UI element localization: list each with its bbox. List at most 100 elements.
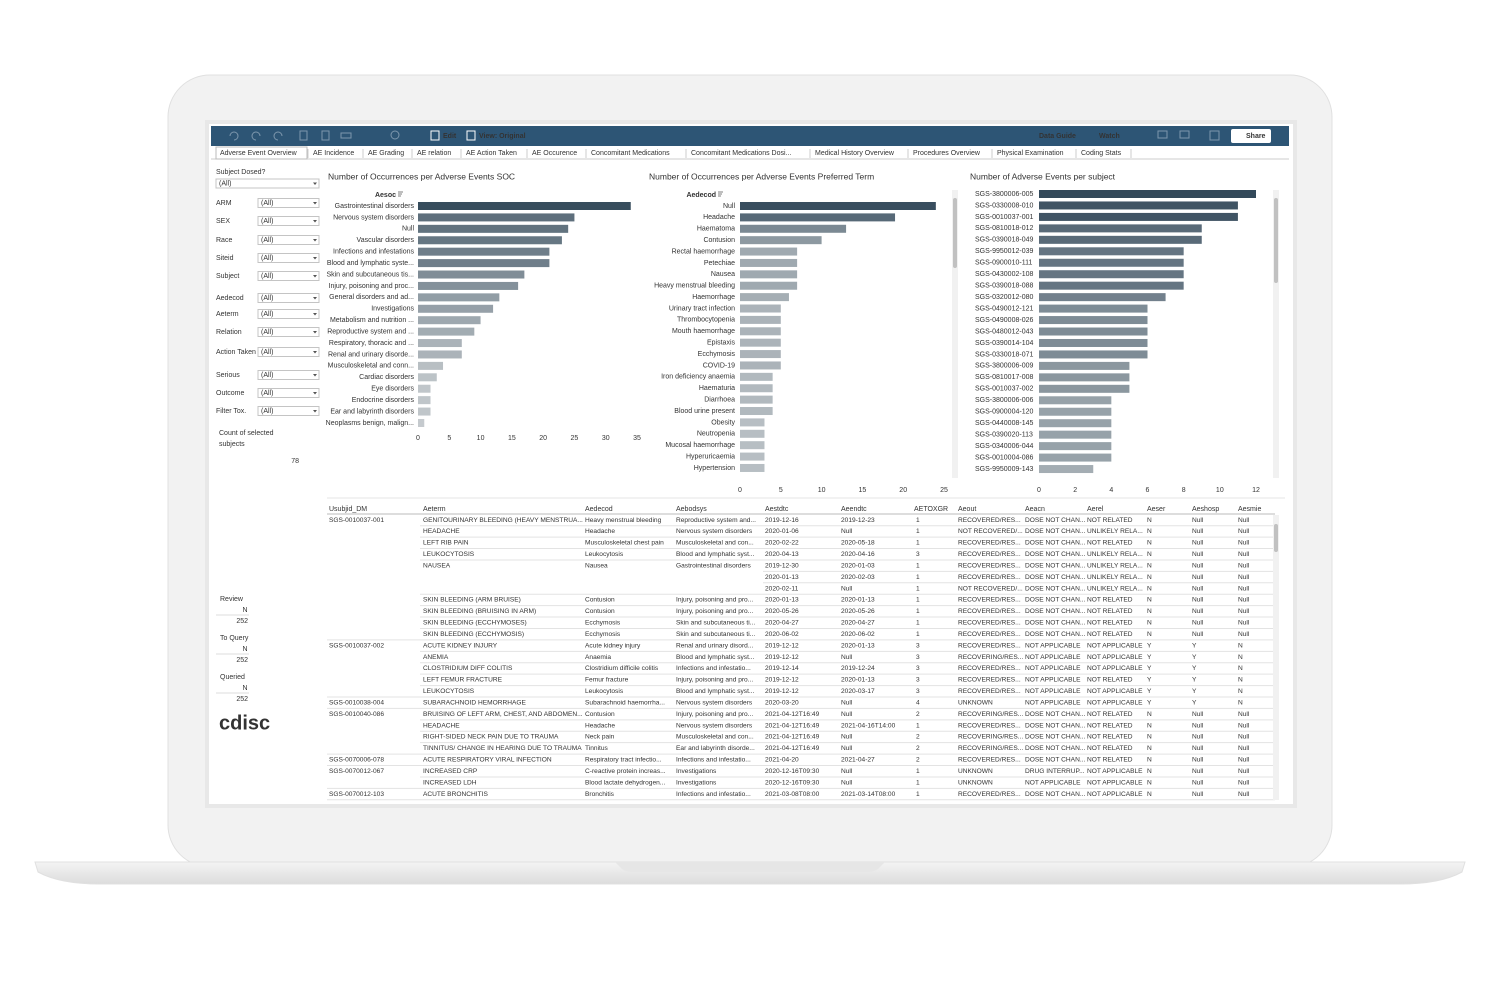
table-cell: DOSE NOT CHAN... — [1025, 734, 1085, 741]
table-cell: RECOVERED/RES... — [958, 620, 1021, 627]
table-cell: RECOVERED/RES... — [958, 551, 1021, 558]
dropdown[interactable] — [257, 253, 320, 263]
bar-label: SGS-0340006-044 — [975, 443, 1033, 450]
bar-label: SGS-3800006-009 — [975, 363, 1033, 370]
bar — [740, 452, 765, 461]
dropdown-value: (All) — [261, 311, 273, 318]
table-cell: Renal and urinary disord... — [676, 642, 754, 649]
table-cell: NOT APPLICABLE — [1087, 779, 1143, 786]
bar — [740, 327, 781, 336]
filter-label: Aedecod — [216, 295, 244, 302]
table-cell: 2020-02-11 — [765, 585, 799, 592]
table-cell: RECOVERED/RES... — [958, 574, 1021, 581]
bar-label: SGS-0320012-080 — [975, 294, 1033, 301]
table-cell: 3 — [916, 642, 920, 649]
dropdown[interactable] — [257, 235, 320, 245]
bar-label: SGS-0810018-012 — [975, 225, 1033, 232]
column-header: Aeendtc — [841, 506, 867, 513]
table-cell: Injury, poisoning and pro... — [676, 711, 753, 718]
toolbar-button[interactable]: Share — [1246, 133, 1266, 140]
table-cell: Skin and subcutaneous ti... — [676, 631, 755, 638]
dropdown-arrow — [313, 392, 317, 395]
table-scrollbar-thumb[interactable] — [1274, 524, 1278, 552]
tab[interactable]: Coding Stats — [1081, 150, 1122, 157]
dropdown[interactable] — [257, 347, 320, 357]
bar — [740, 429, 765, 438]
bar-label: Eye disorders — [371, 386, 414, 393]
table-cell: 2020-03-20 — [765, 699, 799, 706]
tab[interactable]: Medical History Overview — [815, 150, 895, 157]
table-cell: Null — [1192, 791, 1204, 798]
x-tick-label: 0 — [738, 487, 742, 494]
chart-title: Number of Adverse Events per subject — [970, 171, 1116, 181]
dropdown[interactable] — [257, 198, 320, 208]
bar-label: Diarrhoea — [704, 396, 735, 403]
table-cell: DOSE NOT CHAN... — [1025, 517, 1085, 524]
bar — [418, 281, 519, 290]
bar — [1039, 373, 1130, 382]
bar-label: Gastrointestinal disorders — [335, 203, 415, 210]
scrollbar-track[interactable] — [952, 190, 958, 478]
table-cell: Ecchymosis — [585, 620, 621, 627]
table-scrollbar-track[interactable] — [1273, 515, 1279, 800]
tab[interactable]: Physical Examination — [997, 150, 1064, 157]
table-cell: Musculoskeletal and con... — [676, 540, 754, 547]
table-cell: 2020-05-26 — [765, 608, 799, 615]
table-cell: LEUKOCYTOSIS — [423, 551, 475, 558]
bar — [418, 418, 425, 427]
table-cell: 2020-01-13 — [765, 597, 799, 604]
count-value: 78 — [291, 458, 299, 465]
table-cell: N — [1147, 722, 1152, 729]
bar — [1039, 442, 1112, 451]
bar — [740, 463, 765, 472]
bar-label: Blood urine present — [674, 408, 735, 415]
scrollbar-thumb[interactable] — [1274, 198, 1278, 283]
bar — [418, 350, 462, 359]
bar-label: SGS-0390020-113 — [975, 432, 1033, 439]
tab[interactable]: AE Action Taken — [466, 150, 517, 157]
tab[interactable]: AE Incidence — [313, 150, 354, 157]
table-cell: Y — [1192, 699, 1197, 706]
dropdown-value: (All) — [219, 181, 231, 188]
dropdown[interactable] — [257, 406, 320, 416]
bar-label: Mucosal haemorrhage — [665, 442, 735, 449]
table-cell: Null — [1192, 722, 1204, 729]
dropdown[interactable] — [257, 327, 320, 337]
table-cell: Nausea — [585, 562, 608, 569]
bar-label: Infections and infestations — [333, 249, 414, 256]
dropdown[interactable] — [257, 271, 320, 281]
bar-label: Ear and labyrinth disorders — [330, 408, 414, 415]
dropdown[interactable] — [257, 216, 320, 226]
scrollbar-track[interactable] — [1273, 190, 1279, 478]
dropdown-value: (All) — [261, 218, 273, 225]
tab[interactable]: AE Occurence — [532, 150, 577, 157]
x-tick-label: 25 — [940, 487, 948, 494]
share-button[interactable] — [1231, 129, 1271, 143]
table-cell: Null — [1238, 551, 1250, 558]
dropdown[interactable] — [257, 370, 320, 380]
toolbar-button[interactable]: Edit — [443, 133, 457, 140]
tab[interactable]: Concomitant Medications — [591, 150, 670, 157]
table-cell: DOSE NOT CHAN... — [1025, 528, 1085, 535]
bar — [740, 304, 781, 313]
dropdown[interactable] — [257, 293, 320, 303]
table-cell: N — [1147, 779, 1152, 786]
table-cell: Null — [841, 745, 853, 752]
tab[interactable]: Concomitant Medications Dosi... — [691, 150, 791, 157]
dropdown[interactable] — [257, 309, 320, 319]
dropdown[interactable] — [257, 388, 320, 398]
bar-label: General disorders and ad... — [329, 294, 414, 301]
dropdown[interactable] — [215, 178, 320, 189]
bar-label: Mouth haemorrhage — [672, 328, 735, 335]
tab[interactable]: Procedures Overview — [913, 150, 981, 157]
x-tick-label: 5 — [779, 487, 783, 494]
toolbar-button[interactable]: View: Original — [479, 133, 526, 140]
tab[interactable]: AE relation — [417, 150, 451, 157]
table-cell: 1 — [916, 597, 920, 604]
scrollbar-thumb[interactable] — [953, 198, 957, 268]
bar — [1039, 361, 1130, 370]
tab[interactable]: Adverse Event Overview — [220, 150, 298, 157]
toolbar-button[interactable]: Watch — [1099, 133, 1120, 140]
toolbar-button[interactable]: Data Guide — [1039, 133, 1076, 140]
tab[interactable]: AE Grading — [368, 150, 404, 157]
